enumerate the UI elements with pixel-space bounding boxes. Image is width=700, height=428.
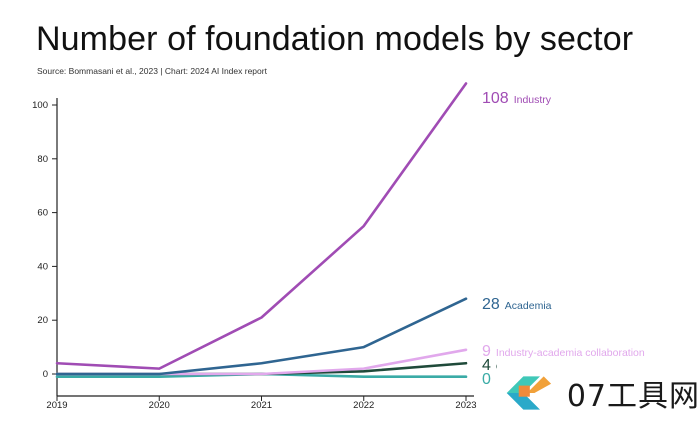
chart-title: Number of foundation models by sector bbox=[36, 20, 634, 58]
series-line-2 bbox=[55, 348, 468, 376]
y-tick-label: 20 bbox=[37, 315, 48, 326]
series-line-1 bbox=[55, 297, 468, 376]
x-tick-label: 2020 bbox=[149, 400, 170, 411]
watermark-logo-icon bbox=[506, 376, 552, 410]
watermark: 07工具网 bbox=[497, 358, 700, 428]
watermark-text: 07工具网 bbox=[566, 379, 700, 414]
x-tick-label: 2023 bbox=[455, 400, 476, 411]
chart-source: Source: Bommasani et al., 2023 | Chart: … bbox=[37, 66, 267, 76]
y-tick-label: 60 bbox=[37, 208, 48, 219]
series-end-label-1: 28 Academia bbox=[482, 296, 552, 313]
x-tick-label: 2021 bbox=[251, 400, 272, 411]
series-end-label-2: 9 Industry-academia collaboration bbox=[482, 343, 645, 360]
x-tick-label: 2022 bbox=[353, 400, 374, 411]
x-tick-label: 2019 bbox=[46, 400, 67, 411]
y-tick-label: 0 bbox=[43, 369, 48, 380]
y-tick-label: 100 bbox=[32, 100, 48, 111]
y-tick-label: 40 bbox=[37, 261, 48, 272]
series-end-label-0: 108 Industry bbox=[482, 90, 552, 107]
y-tick-label: 80 bbox=[37, 154, 48, 165]
series-end-label-4: 0 bbox=[482, 371, 491, 388]
series-line-3 bbox=[55, 361, 468, 376]
series-line-0 bbox=[55, 82, 468, 370]
